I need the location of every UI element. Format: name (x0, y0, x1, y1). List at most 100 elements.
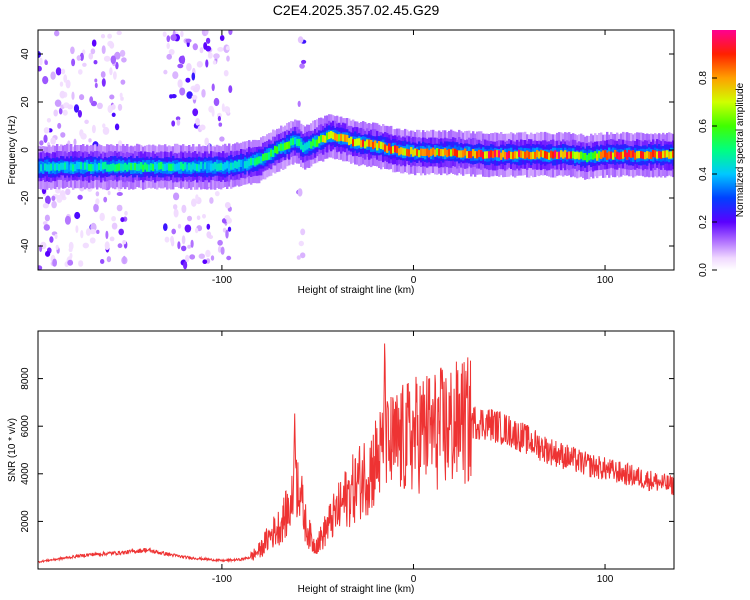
ridge-cell (134, 163, 137, 171)
noise-speck (96, 229, 100, 234)
noise-speck (183, 261, 188, 270)
ridge-cell (58, 163, 61, 172)
ridge-cell (510, 151, 513, 159)
noise-speck (38, 65, 42, 72)
y-tick-label: 6000 (20, 415, 31, 438)
ridge-cell (356, 138, 359, 146)
ridge-cell (608, 151, 611, 159)
noise-speck (73, 138, 77, 146)
noise-speck (184, 224, 192, 233)
snr-frame (37, 330, 675, 570)
noise-speck (211, 108, 215, 117)
noise-speck (185, 77, 191, 83)
spectrogram-ylabel: Frequency (Hz) (7, 116, 18, 185)
ridge-cell (534, 151, 537, 160)
noise-speck (170, 235, 174, 244)
noise-speck (171, 94, 177, 99)
ridge-cell (570, 151, 573, 159)
noise-speck (163, 69, 168, 75)
noise-speck (185, 254, 190, 263)
noise-speck (166, 35, 171, 43)
noise-speck (79, 52, 84, 62)
ridge-cell (506, 152, 509, 160)
ridge-cell (422, 148, 425, 156)
x-tick-label: -100 (212, 275, 232, 286)
noise-speck (116, 192, 123, 196)
ridge-cell (392, 146, 395, 154)
y-tick-label: 0 (20, 147, 31, 153)
noise-speck (173, 192, 180, 201)
y-tick-label: 20 (20, 96, 31, 108)
ridge-cell (252, 158, 255, 166)
ridge-cell (160, 162, 163, 170)
ridge-cell (244, 161, 247, 169)
ridge-cell (74, 163, 77, 172)
noise-speck (109, 236, 115, 242)
ridge-cell (354, 139, 357, 147)
ridge-cell (632, 150, 635, 158)
ridge-cell (112, 163, 115, 171)
y-tick-label: 40 (20, 48, 31, 60)
ridge-cell (122, 164, 125, 172)
ridge-cell (456, 150, 459, 158)
ridge-cell (508, 150, 511, 159)
ridge-cell (170, 163, 173, 171)
ridge-cell (560, 150, 563, 158)
noise-speck (177, 241, 181, 250)
noise-speck (298, 240, 304, 247)
noise-speck (226, 255, 232, 261)
noise-speck (163, 223, 168, 232)
noise-speck (301, 59, 307, 64)
ridge-cell (172, 163, 175, 171)
ridge-cell (224, 162, 227, 170)
noise-speck (111, 222, 118, 230)
ridge-cell (118, 163, 121, 171)
ridge-cell (376, 143, 379, 151)
noise-speck (117, 103, 123, 111)
snr-ylabel: SNR (10 * v/v) (7, 418, 18, 482)
ridge-cell (154, 162, 157, 170)
ridge-cell (276, 146, 279, 154)
ridge-cell (314, 139, 317, 147)
noise-speck (223, 70, 229, 77)
noise-speck (93, 60, 98, 65)
colorbar-tick-label: 0.8 (698, 71, 709, 85)
noise-speck (226, 55, 230, 62)
ridge-cell (136, 164, 139, 172)
ridge-cell (216, 163, 219, 171)
ridge-cell (636, 151, 639, 159)
noise-speck (106, 256, 112, 263)
ridge-cell (150, 163, 153, 171)
ridge-cell (374, 140, 377, 148)
ridge-cell (140, 162, 143, 170)
ridge-cell (414, 148, 417, 156)
noise-speck (109, 41, 115, 49)
noise-speck (119, 49, 126, 57)
ridge-cell (334, 133, 337, 141)
ridge-cell (652, 149, 655, 158)
noise-speck (185, 38, 192, 43)
ridge-cell (324, 135, 327, 143)
ridge-cell (106, 164, 109, 172)
ridge-cell (660, 151, 663, 159)
ridge-cell (496, 150, 499, 158)
ridge-cell (188, 163, 191, 171)
noise-speck (181, 235, 186, 245)
ridge-cell (130, 163, 133, 171)
noise-speck (65, 188, 71, 196)
ridge-cell (226, 161, 229, 169)
ridge-cell (332, 132, 335, 140)
ridge-cell (268, 152, 271, 160)
noise-speck (95, 191, 100, 197)
ridge-cell (562, 151, 565, 159)
noise-speck (196, 61, 203, 68)
ridge-cell (644, 152, 647, 160)
ridge-cell (298, 138, 301, 147)
ridge-cell (362, 139, 365, 147)
noise-speck (88, 52, 94, 60)
noise-speck (51, 195, 56, 201)
x-tick-label: 0 (411, 275, 417, 286)
ridge-cell (60, 162, 63, 170)
ridge-cell (494, 149, 497, 157)
ridge-cell (512, 152, 515, 160)
